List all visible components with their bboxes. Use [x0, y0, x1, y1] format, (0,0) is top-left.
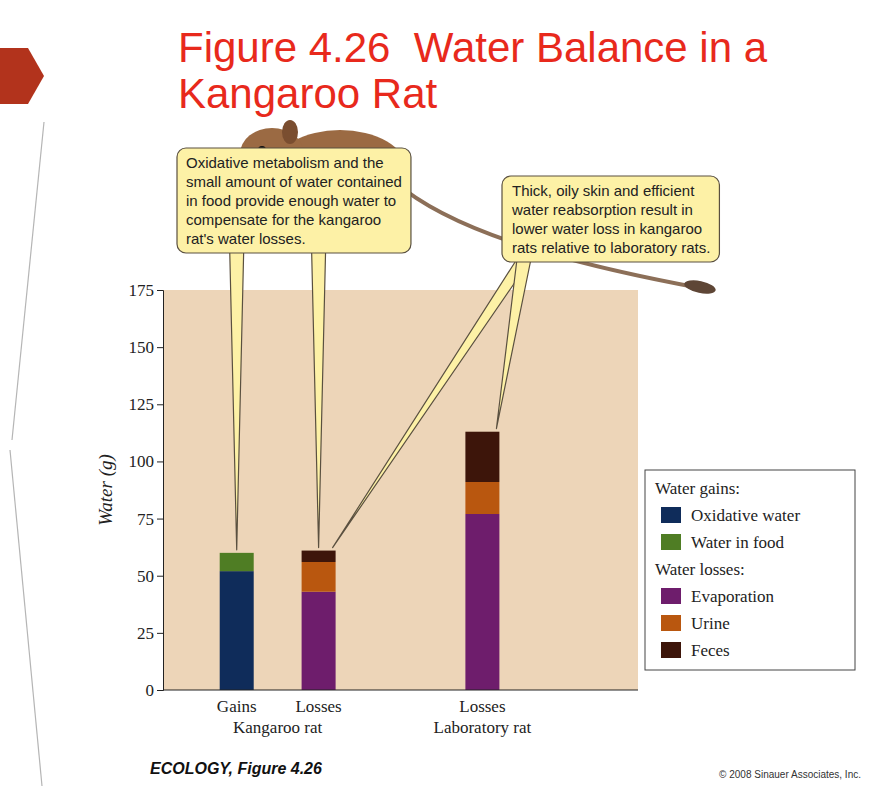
y-tick-mark: [157, 290, 163, 291]
y-tick: 100: [129, 452, 164, 471]
rat-tail-tuft: [683, 278, 717, 296]
legend: Water gains: Oxidative water Water in food…: [645, 470, 855, 670]
legend-label: Water in food: [691, 533, 785, 552]
legend-heading: Water losses:: [655, 560, 745, 579]
legend-label: Urine: [691, 614, 730, 633]
y-tick-mark: [157, 519, 163, 520]
callout-line: in food provide enough water to: [186, 192, 396, 209]
y-tick: 25: [137, 624, 163, 643]
y-axis-title: Water (g): [95, 454, 117, 526]
callout-pointers: [333, 259, 531, 548]
slide-marker: [0, 48, 44, 104]
legend-swatch: [661, 534, 681, 550]
y-tick: 0: [146, 681, 164, 700]
y-tick-label: 75: [137, 510, 154, 529]
legend-heading: Water gains:: [655, 479, 740, 498]
y-tick-label: 175: [129, 281, 155, 300]
x-tick-label: Losses: [459, 697, 505, 716]
callout-line: compensate for the kangaroo: [186, 211, 381, 228]
slide-decor-line: [12, 122, 44, 440]
y-tick-label: 0: [146, 681, 155, 700]
y-tick-mark: [157, 404, 163, 405]
background: [0, 0, 869, 786]
callout-pointer: [496, 259, 531, 429]
callout-pointer: [333, 259, 531, 548]
bars: [220, 432, 500, 690]
title-line: Kangaroo Rat: [178, 70, 438, 117]
title-line: Figure 4.26 Water Balance in a: [178, 24, 768, 71]
callout-pointers: [230, 250, 326, 550]
callout-box: [502, 176, 719, 262]
y-tick: 150: [129, 338, 164, 357]
callout-line: small amount of water contained: [186, 173, 402, 190]
x-axis-line: [163, 690, 638, 691]
y-tick-label: 25: [137, 624, 154, 643]
bar-segment: [302, 562, 336, 592]
legend-swatch: [661, 588, 681, 604]
callout-pointer: [230, 250, 244, 550]
legend-label: Evaporation: [691, 587, 775, 606]
callout-box: [177, 148, 411, 253]
legend-box: [645, 470, 855, 670]
y-axis: 0 25 50 75 100 125 150 175: [129, 281, 164, 700]
bar-segment: [465, 432, 499, 482]
bar-segment: [465, 514, 499, 690]
callout-line: Thick, oily skin and efficient: [512, 182, 695, 199]
y-tick-mark: [157, 461, 163, 462]
x-tick-label: Losses: [295, 697, 341, 716]
callout-line: lower water loss in kangaroo: [512, 220, 702, 237]
y-tick-mark: [157, 576, 163, 577]
bar-segment: [302, 592, 336, 690]
y-tick-mark: [157, 690, 163, 691]
y-axis-line: [157, 291, 164, 691]
legend-swatch: [661, 615, 681, 631]
y-tick-mark: [157, 347, 163, 348]
x-tick-label: Gains: [217, 697, 257, 716]
chart-container: Figure 4.26 Water Balance in aKangaroo R…: [0, 0, 869, 786]
legend-swatch: [661, 642, 681, 658]
callout: Thick, oily skin and efficient water reab…: [333, 176, 720, 548]
rat-ear: [282, 120, 298, 144]
credit: © 2008 Sinauer Associates, Inc.: [719, 769, 861, 780]
callout-line: rats relative to laboratory rats.: [512, 239, 710, 256]
legend-label: Feces: [691, 641, 730, 660]
title: Figure 4.26 Water Balance in aKangaroo R…: [178, 24, 768, 117]
bar-segment: [302, 551, 336, 562]
bar-segment: [220, 571, 254, 690]
group-label: Kangaroo rat: [233, 718, 322, 737]
callout-line: rat's water losses.: [186, 230, 306, 247]
callout-pointer: [312, 250, 326, 548]
y-tick: 175: [129, 281, 164, 300]
y-tick: 125: [129, 395, 164, 414]
legend-swatch: [661, 507, 681, 523]
slide-decor-line: [10, 450, 42, 786]
y-tick: 75: [137, 510, 163, 529]
callout: Oxidative metabolism and the small amount…: [177, 148, 411, 550]
y-tick-label: 50: [137, 567, 154, 586]
callout-line: Oxidative metabolism and the: [186, 154, 384, 171]
y-tick-mark: [157, 633, 163, 634]
caption: ECOLOGY, Figure 4.26: [150, 760, 322, 777]
y-tick-label: 100: [129, 452, 155, 471]
callout-text: Oxidative metabolism and the small amount…: [186, 154, 402, 247]
group-label: Laboratory rat: [434, 718, 532, 737]
y-tick-label: 125: [129, 395, 155, 414]
callout-line: water reabsorption result in: [511, 201, 693, 218]
legend-label: Oxidative water: [691, 506, 800, 525]
slide: Figure 4.26 Water Balance in aKangaroo R…: [0, 0, 869, 786]
y-tick: 50: [137, 567, 163, 586]
bar-segment: [465, 482, 499, 514]
callout-text: Thick, oily skin and efficient water reab…: [511, 182, 710, 256]
y-tick-label: 150: [129, 338, 155, 357]
bar-segment: [220, 553, 254, 571]
